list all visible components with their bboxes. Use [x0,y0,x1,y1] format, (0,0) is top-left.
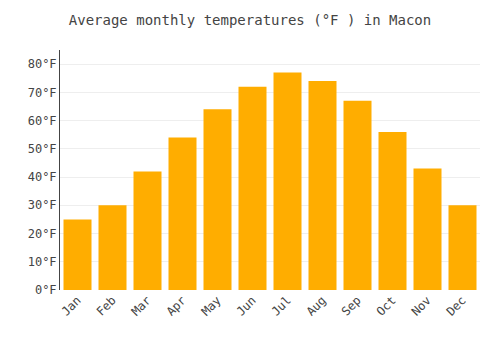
svg-text:Dec: Dec [444,293,469,318]
svg-text:Nov: Nov [409,293,434,318]
svg-text:Jan: Jan [59,293,84,318]
svg-text:40°F: 40°F [28,170,57,184]
svg-text:80°F: 80°F [28,57,57,71]
svg-text:50°F: 50°F [28,142,57,156]
svg-text:20°F: 20°F [28,227,57,241]
svg-text:Oct: Oct [374,293,399,318]
svg-text:Mar: Mar [129,293,154,318]
svg-text:Aug: Aug [304,293,329,318]
svg-text:0°F: 0°F [35,283,57,297]
svg-text:30°F: 30°F [28,198,57,212]
svg-text:70°F: 70°F [28,86,57,100]
svg-text:Average monthly temperatures (: Average monthly temperatures (°F ) in Ma… [69,12,431,28]
svg-text:Jul: Jul [269,293,294,318]
svg-text:60°F: 60°F [28,114,57,128]
svg-text:Jun: Jun [234,293,259,318]
svg-text:May: May [199,293,224,318]
svg-text:10°F: 10°F [28,255,57,269]
svg-text:Sep: Sep [339,293,364,318]
svg-text:Apr: Apr [164,293,189,318]
svg-text:Feb: Feb [94,293,119,318]
